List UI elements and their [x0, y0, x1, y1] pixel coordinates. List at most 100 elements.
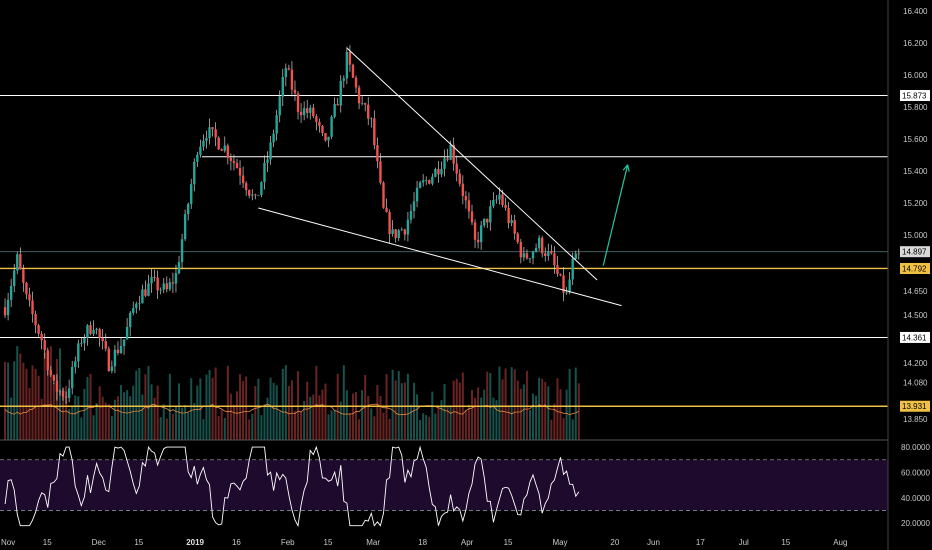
volume-bar	[184, 405, 187, 440]
time-tick-label: 18	[418, 538, 427, 547]
time-tick-label: 17	[696, 538, 705, 547]
candle-up	[342, 78, 346, 81]
volume-bar	[275, 385, 278, 440]
volume-bar	[104, 402, 107, 440]
candle-up	[80, 343, 83, 344]
time-axis[interactable]: Nov 15 Dec 15 2019 16 Feb 15 Mar 18 Apr 15 May 20 Jun 1…	[1, 538, 847, 547]
price-tick-label: 16.200	[903, 39, 928, 48]
volume-bar	[556, 378, 559, 440]
candle-up	[443, 158, 446, 169]
price-badge-label: 15.873	[902, 92, 927, 101]
candle-down	[52, 375, 56, 381]
candle-down	[229, 157, 233, 161]
volume-bar	[342, 365, 345, 440]
candle-down	[321, 126, 324, 134]
volume-bar	[516, 380, 519, 440]
candle-up	[13, 270, 16, 286]
candle-down	[367, 104, 370, 119]
volume-bar	[528, 409, 531, 440]
candle-up	[492, 200, 495, 207]
time-tick-label: 15	[324, 538, 333, 547]
time-tick-label: Mar	[366, 538, 380, 547]
volume-bar	[339, 401, 342, 440]
candle-up	[150, 277, 153, 284]
volume-bar	[181, 407, 184, 440]
price-badge	[900, 90, 930, 102]
volume-bar	[355, 392, 358, 440]
volume-bar	[446, 406, 449, 440]
candle-up	[196, 154, 199, 162]
candle-down	[25, 282, 28, 295]
candle-up	[202, 140, 205, 147]
candle-up	[568, 279, 571, 293]
volume-bar	[235, 391, 238, 440]
candle-up	[168, 282, 172, 290]
volume-bar	[544, 381, 547, 440]
candle-down	[501, 194, 504, 206]
candle-down	[315, 116, 318, 122]
candle-up	[421, 180, 425, 183]
candle-up	[495, 199, 498, 201]
candle-up	[128, 312, 132, 328]
candle-down	[559, 273, 562, 276]
volume-bar	[162, 404, 165, 440]
time-tick-label: 15	[134, 538, 143, 547]
candle-up	[266, 159, 269, 163]
candle-down	[446, 158, 449, 160]
volume-bar	[19, 353, 22, 440]
volume-bar	[290, 380, 293, 440]
candle-down	[452, 144, 455, 164]
candle-down	[299, 111, 303, 116]
candle-down	[214, 129, 217, 138]
candle-down	[544, 253, 547, 257]
volume-bar	[113, 399, 116, 440]
volume-bar	[455, 378, 458, 440]
candle-down	[336, 104, 339, 106]
candle-up	[534, 247, 538, 252]
candle-up	[412, 201, 416, 212]
volume-bar	[193, 403, 196, 440]
volume-bar	[324, 383, 327, 440]
price-tick-label: 13.850	[903, 415, 928, 424]
candle-up	[333, 104, 336, 117]
candle-down	[504, 205, 507, 208]
candle-down	[513, 220, 516, 234]
volume-bar	[25, 368, 28, 440]
candle-down	[556, 265, 559, 274]
candle-down	[19, 254, 22, 270]
candle-down	[116, 349, 120, 353]
time-tick-label: 15	[781, 538, 790, 547]
volume-bar	[190, 378, 193, 440]
candle-up	[510, 220, 513, 224]
price-axis[interactable]: 16.400 16.200 16.000 15.800 15.600 15.400 15.2…	[887, 0, 930, 550]
volume-bar	[287, 385, 290, 440]
candle-up	[571, 259, 574, 280]
volume-bar	[400, 383, 403, 440]
volume-bar	[92, 415, 95, 440]
volume-bar	[254, 386, 257, 440]
candle-down	[455, 163, 458, 174]
volume-bar	[284, 365, 287, 440]
candle-up	[183, 214, 187, 240]
candle-down	[437, 168, 440, 175]
volume-bar	[538, 377, 541, 440]
candle-up	[83, 337, 86, 344]
volume-bar	[376, 385, 379, 440]
candle-up	[257, 194, 260, 196]
time-tick-label: Feb	[281, 538, 295, 547]
candle-down	[211, 127, 214, 130]
volume-bar	[217, 416, 220, 440]
volume-bar	[449, 406, 452, 440]
time-tick-label: May	[552, 538, 567, 547]
candle-down	[254, 194, 257, 196]
time-tick-label: Nov	[1, 538, 15, 547]
volume-bar	[22, 362, 25, 440]
time-tick-label: Aug	[833, 538, 847, 547]
volume-bar	[300, 411, 303, 440]
candle-down	[318, 121, 321, 127]
volume-bar	[413, 382, 416, 440]
volume-bar	[52, 383, 55, 440]
candle-down	[376, 145, 379, 162]
volume-bar	[483, 389, 486, 440]
